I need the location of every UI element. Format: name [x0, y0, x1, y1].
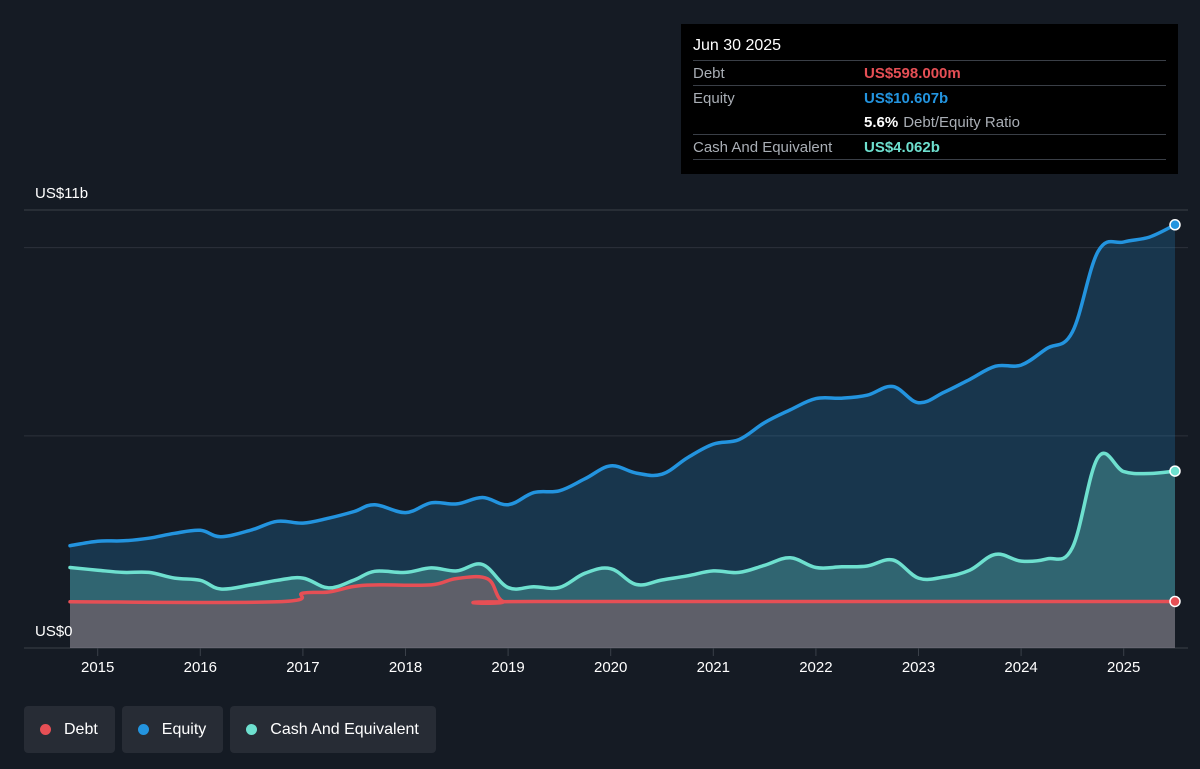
- tooltip-row-equity: Equity US$10.607b: [693, 86, 1166, 110]
- debt-end-point: [1169, 595, 1181, 608]
- y-axis-max-label: US$11b: [35, 185, 88, 202]
- legend-label-cash: Cash And Equivalent: [270, 720, 419, 738]
- y-axis-min-label: US$0: [35, 623, 73, 640]
- equity-dot-icon: [137, 724, 149, 735]
- legend-label-debt: Debt: [64, 720, 98, 738]
- x-tick-label-2025: 2025: [1107, 659, 1140, 676]
- data-tooltip: Jun 30 2025 Debt US$598.000m Equity US$1…: [681, 24, 1178, 174]
- x-tick-label-2020: 2020: [594, 659, 627, 676]
- cash-dot-icon: [246, 724, 258, 735]
- x-tick-label-2021: 2021: [697, 659, 730, 676]
- series-end-markers: [1169, 219, 1181, 608]
- legend-label-equity: Equity: [161, 720, 207, 738]
- x-axis-ticks: 2015 2016 2017 2018 2019 2020 2021 2022 2023 2024…: [81, 648, 1140, 676]
- cash-end-point: [1169, 465, 1181, 477]
- tooltip-ratio-value: 5.6%: [864, 113, 899, 131]
- series-areas: [70, 224, 1175, 649]
- debt-dot-icon: [40, 724, 51, 735]
- tooltip-equity-label: Equity: [693, 89, 735, 107]
- tooltip-debt-label: Debt: [693, 64, 725, 82]
- tooltip-ratio-label: Debt/Equity Ratio: [903, 113, 1020, 131]
- x-tick-label-2024: 2024: [1004, 659, 1037, 676]
- legend-item-equity[interactable]: Equity: [121, 706, 224, 753]
- tooltip-date: Jun 30 2025: [693, 36, 1166, 61]
- legend-item-debt[interactable]: Debt: [24, 706, 115, 753]
- x-tick-label-2022: 2022: [799, 659, 832, 676]
- chart-legend: Debt Equity Cash And Equivalent: [24, 706, 436, 753]
- x-tick-label-2018: 2018: [389, 659, 422, 676]
- x-tick-label-2016: 2016: [184, 659, 217, 676]
- cash-area: [70, 453, 1175, 648]
- equity-area: [70, 224, 1175, 649]
- equity-line: [68, 223, 1177, 548]
- tooltip-equity-value: US$10.607b: [864, 89, 949, 107]
- tooltip-row-debt: Debt US$598.000m: [693, 61, 1166, 86]
- x-tick-label-2019: 2019: [491, 659, 524, 676]
- debt-area: [70, 576, 1175, 648]
- x-tick-label-2015: 2015: [81, 659, 114, 676]
- tooltip-debt-value: US$598.000m: [864, 64, 961, 82]
- x-tick-label-2017: 2017: [286, 659, 319, 676]
- grid-lines: [24, 209, 1188, 649]
- tooltip-cash-value: US$4.062b: [864, 138, 940, 156]
- cash-line: [68, 451, 1177, 591]
- tooltip-row-cash: Cash And Equivalent US$4.062b: [693, 135, 1166, 160]
- tooltip-cash-label: Cash And Equivalent: [693, 138, 833, 156]
- equity-end-point: [1169, 219, 1181, 231]
- legend-item-cash[interactable]: Cash And Equivalent: [230, 706, 436, 753]
- tooltip-row-ratio: 5.6% Debt/Equity Ratio: [693, 110, 1166, 135]
- debt-line: [68, 574, 1177, 605]
- x-tick-label-2023: 2023: [902, 659, 935, 676]
- series-lines: [68, 223, 1177, 605]
